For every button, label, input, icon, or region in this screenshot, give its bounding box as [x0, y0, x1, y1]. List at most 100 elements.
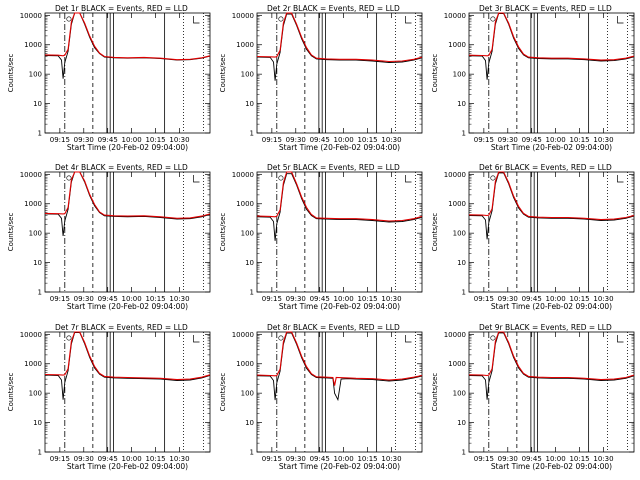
y-tick-label: 100	[29, 230, 42, 238]
x-tick-label: 09:45	[98, 455, 118, 463]
x-tick-label: 09:45	[522, 136, 542, 144]
series-line-lld	[468, 12, 635, 61]
x-tick-label: 10:30	[381, 295, 401, 303]
attenuator-mark	[405, 175, 412, 183]
y-tick-label: 100	[29, 390, 42, 398]
peak-marker	[66, 175, 72, 181]
x-axis-label: Start Time (20-Feb-02 09:04:00)	[279, 143, 400, 152]
plot-frame	[256, 171, 423, 293]
x-tick-label: 10:30	[169, 136, 189, 144]
x-tick-label: 09:45	[98, 295, 118, 303]
y-axis-label: Counts/sec	[431, 373, 439, 412]
x-axis-label: Start Time (20-Feb-02 09:04:00)	[279, 302, 400, 311]
x-tick-label: 10:30	[381, 455, 401, 463]
attenuator-mark	[405, 16, 412, 24]
y-tick-label: 10	[457, 259, 466, 267]
series-line-events	[256, 332, 423, 402]
plot-frame	[44, 331, 211, 453]
chart-title: Det 4r BLACK = Events, RED = LLD	[55, 163, 188, 172]
x-tick-label: 09:15	[50, 455, 70, 463]
x-tick-label: 10:00	[334, 295, 354, 303]
y-tick-label: 1	[250, 289, 254, 297]
x-tick-label: 09:15	[262, 455, 282, 463]
x-tick-label: 10:15	[569, 455, 589, 463]
y-tick-label: 100	[453, 71, 466, 79]
x-tick-label: 09:45	[310, 136, 330, 144]
x-tick-label: 09:15	[50, 295, 70, 303]
y-tick-label: 1	[462, 449, 466, 457]
y-tick-label: 100	[453, 390, 466, 398]
y-tick-label: 10000	[20, 171, 42, 179]
y-tick-label: 10000	[444, 171, 466, 179]
x-tick-label: 10:30	[381, 136, 401, 144]
x-tick-label: 09:45	[522, 455, 542, 463]
series-line-events	[256, 173, 423, 241]
x-tick-label: 09:30	[498, 136, 518, 144]
chart-panel-3: Det 3r BLACK = Events, RED = LLD 1 10 100 10…	[431, 4, 635, 152]
x-tick-label: 09:45	[310, 455, 330, 463]
x-tick-label: 09:30	[498, 295, 518, 303]
attenuator-mark	[405, 335, 412, 343]
y-axis-label: Counts/sec	[219, 213, 227, 252]
y-tick-label: 1	[462, 130, 466, 138]
x-tick-label: 10:00	[546, 295, 566, 303]
x-axis-label: Start Time (20-Feb-02 09:04:00)	[491, 143, 612, 152]
x-tick-label: 09:30	[286, 136, 306, 144]
y-tick-label: 1	[38, 449, 42, 457]
y-tick-label: 1	[250, 449, 254, 457]
x-tick-label: 10:00	[122, 295, 142, 303]
y-tick-label: 1	[38, 289, 42, 297]
y-tick-label: 1000	[24, 41, 42, 49]
plot-frame	[468, 171, 635, 293]
x-axis-label: Start Time (20-Feb-02 09:04:00)	[67, 143, 188, 152]
x-tick-label: 10:00	[546, 455, 566, 463]
y-tick-label: 10	[245, 419, 254, 427]
x-axis-label: Start Time (20-Feb-02 09:04:00)	[491, 302, 612, 311]
plot-frame	[44, 12, 211, 134]
x-tick-label: 09:15	[262, 136, 282, 144]
y-tick-label: 10000	[232, 12, 254, 20]
y-tick-label: 1000	[236, 41, 254, 49]
y-tick-label: 1000	[236, 200, 254, 208]
plot-frame	[256, 12, 423, 134]
y-tick-label: 100	[241, 390, 254, 398]
x-tick-label: 09:15	[50, 136, 70, 144]
y-tick-label: 1000	[236, 360, 254, 368]
x-tick-label: 10:15	[357, 455, 377, 463]
x-tick-label: 10:30	[169, 295, 189, 303]
y-tick-label: 10	[33, 259, 42, 267]
y-axis-label: Counts/sec	[431, 54, 439, 93]
series-line-events	[256, 13, 423, 81]
y-axis-label: Counts/sec	[7, 54, 15, 93]
y-axis-label: Counts/sec	[219, 54, 227, 93]
y-tick-label: 10000	[444, 331, 466, 339]
x-axis-label: Start Time (20-Feb-02 09:04:00)	[491, 462, 612, 471]
series-line-lld	[256, 331, 423, 386]
peak-marker	[490, 16, 496, 22]
x-tick-label: 09:45	[310, 295, 330, 303]
chart-title: Det 2r BLACK = Events, RED = LLD	[267, 4, 400, 13]
attenuator-mark	[193, 335, 200, 343]
plot-frame	[44, 171, 211, 293]
x-tick-label: 09:45	[98, 136, 118, 144]
chart-title: Det 1r BLACK = Events, RED = LLD	[55, 4, 188, 13]
x-tick-label: 10:30	[593, 136, 613, 144]
y-tick-label: 10000	[20, 331, 42, 339]
x-tick-label: 10:15	[569, 295, 589, 303]
y-tick-label: 10	[457, 100, 466, 108]
attenuator-mark	[617, 16, 624, 24]
x-axis-label: Start Time (20-Feb-02 09:04:00)	[279, 462, 400, 471]
y-tick-label: 10000	[20, 12, 42, 20]
x-tick-label: 10:00	[334, 455, 354, 463]
x-tick-label: 09:30	[74, 455, 94, 463]
series-line-lld	[44, 171, 211, 219]
series-line-lld	[44, 331, 211, 381]
series-line-lld	[468, 331, 635, 381]
y-tick-label: 10000	[232, 331, 254, 339]
chart-panel-1: Det 1r BLACK = Events, RED = LLD 1 10 100 10…	[7, 4, 211, 152]
y-axis-label: Counts/sec	[7, 213, 15, 252]
y-tick-label: 10	[457, 419, 466, 427]
x-axis-label: Start Time (20-Feb-02 09:04:00)	[67, 462, 188, 471]
y-tick-label: 100	[241, 230, 254, 238]
y-axis-label: Counts/sec	[431, 213, 439, 252]
